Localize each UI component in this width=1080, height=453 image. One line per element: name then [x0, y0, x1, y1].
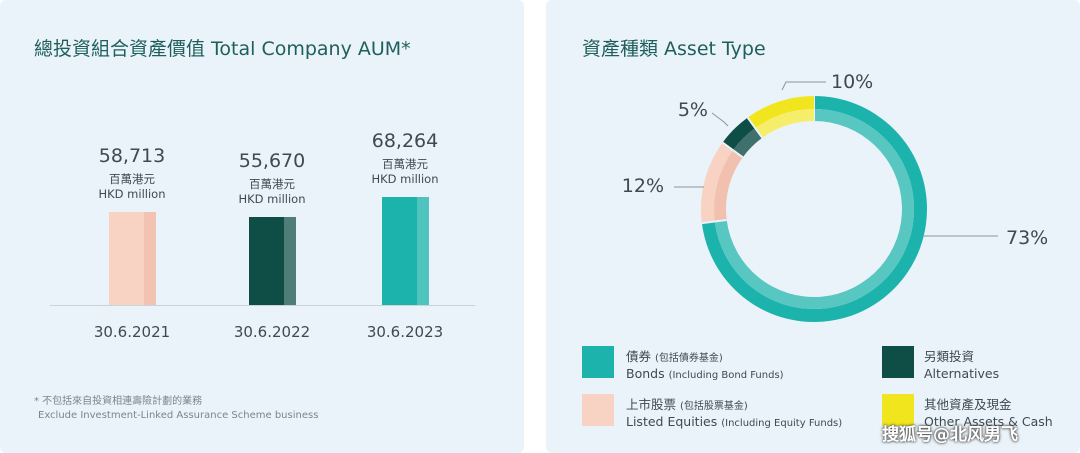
legend-label-en: Listed Equities (Including Equity Funds): [626, 414, 843, 429]
legend-label-zh: 債券 (包括債券基金): [626, 349, 723, 364]
legend-label-zh: 另類投資: [924, 349, 975, 364]
watermark-text: 搜狐号@北风男飞: [882, 425, 1018, 445]
legend-label-en: Alternatives: [924, 366, 1000, 381]
donut-slice-inner-listed-equities: [714, 150, 743, 222]
category-label: 30.6.2023: [366, 323, 444, 341]
donut-slice-inner-other-assets-cash: [755, 109, 814, 138]
bar-unit-zh: 百萬港元: [109, 172, 155, 186]
bar-unit-zh: 百萬港元: [249, 177, 295, 191]
legend-label-en: Bonds (Including Bond Funds): [626, 366, 784, 381]
legend-label-zh: 其他資產及現金: [924, 397, 1012, 412]
legend-swatch: [582, 394, 614, 426]
percent-label: 5%: [678, 99, 708, 121]
percent-label: 73%: [1006, 227, 1048, 249]
bar-shade: [143, 212, 156, 305]
legend-swatch: [882, 346, 914, 378]
legend-label-zh: 上市股票 (包括股票基金): [626, 397, 748, 412]
asset-type-panel: 資產種類 Asset Type 73% 12% 5% 10% 債券 (包括債券基金) B…: [546, 0, 1080, 453]
donut-slice-outer-other-assets-cash: [747, 96, 814, 129]
asset-type-donut-chart: 73% 12% 5% 10%: [622, 71, 1048, 322]
chart-baseline: [50, 305, 475, 306]
bar-value-label: 68,264: [371, 130, 439, 152]
donut-slice-inner-alternatives: [733, 128, 763, 158]
leader-line: [781, 81, 826, 91]
bar-30.6.2023: [381, 197, 429, 305]
bar-unit-zh: 百萬港元: [382, 157, 428, 171]
legend-label-en: Other Assets & Cash: [924, 414, 1053, 429]
footnote-zh: * 不包括來自投資相連壽險計劃的業務: [34, 396, 203, 407]
bar-shade: [416, 197, 429, 305]
percent-label: 12%: [622, 175, 664, 197]
donut-slice-outer-listed-equities: [701, 142, 734, 224]
footnote-en: Exclude Investment-Linked Assurance Sche…: [38, 410, 319, 421]
leader-line: [711, 112, 729, 127]
legend-swatch: [582, 346, 614, 378]
bar-unit-en: HKD million: [238, 192, 306, 206]
donut-slice-outer-alternatives: [722, 117, 756, 151]
bar-value-label: 55,670: [238, 150, 306, 172]
category-label: 30.6.2021: [93, 323, 171, 341]
percent-label: 10%: [831, 71, 873, 93]
bar-shade: [283, 217, 296, 305]
slice-separator: [701, 219, 727, 225]
bar-unit-en: HKD million: [371, 172, 439, 186]
bar-30.6.2022: [248, 217, 296, 305]
slice-separator: [721, 141, 744, 159]
legend-swatch: [882, 394, 914, 426]
asset-type-title: 資產種類 Asset Type: [582, 38, 766, 60]
slice-separator: [746, 116, 764, 139]
bar-30.6.2021: [108, 212, 156, 305]
bar-value-label: 58,713: [98, 145, 166, 167]
aum-chart-panel: 總投資組合資產價值 Total Company AUM* 58,713 百萬港元 H…: [0, 0, 524, 453]
bar-unit-en: HKD million: [98, 187, 166, 201]
category-label: 30.6.2022: [233, 323, 311, 341]
aum-chart-title: 總投資組合資產價值 Total Company AUM*: [34, 38, 411, 60]
